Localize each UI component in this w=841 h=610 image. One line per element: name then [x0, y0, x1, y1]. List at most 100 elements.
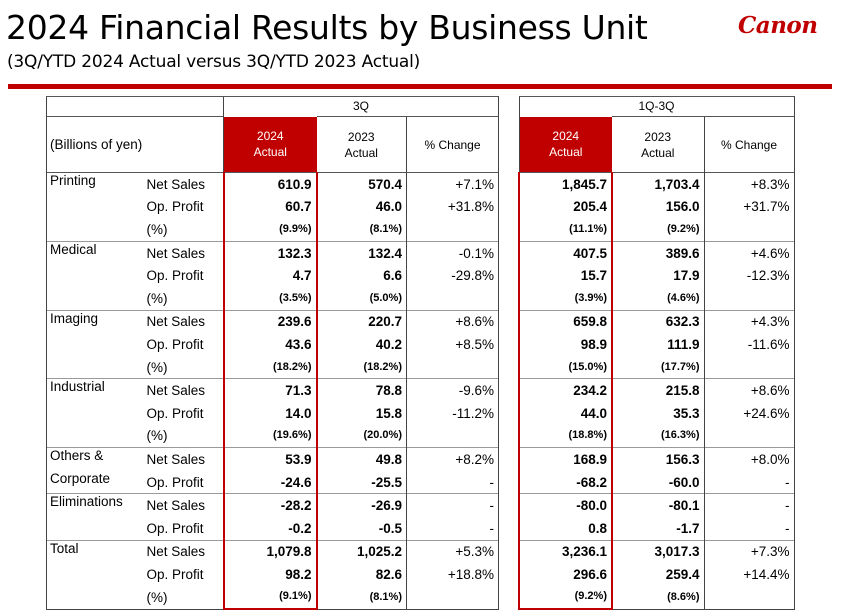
segment-label: Corporate: [46, 470, 144, 494]
value-2023-ytd: 389.6: [612, 240, 704, 265]
value-2024-ytd: (18.8%): [518, 424, 613, 448]
table-row: Imaging Net Sales 239.6 220.7 +8.6%: [46, 309, 499, 334]
value-2023-3q: (8.1%): [369, 222, 402, 235]
value-2023-ytd: -80.1: [612, 493, 704, 517]
table-row: Printing Net Sales 610.9 570.4 +7.1%: [46, 171, 499, 196]
segment-label: [46, 424, 144, 448]
period-header-3q: 3Q: [223, 96, 499, 117]
col-header-2024-year: 2024: [256, 129, 284, 144]
metric-label: Op. Profit: [146, 268, 204, 284]
segment-label: Eliminations: [46, 493, 144, 517]
table-row: Medical Net Sales 132.3 132.4 -0.1%: [46, 240, 499, 265]
segment-label: [46, 195, 144, 219]
change-ytd: +14.4%: [703, 563, 795, 586]
value-2024-3q: 43.6: [222, 333, 318, 356]
segment-label: [46, 563, 144, 586]
value-2024-3q: 4.7: [222, 264, 318, 287]
table-row: 168.9 156.3 +8.0%: [518, 447, 795, 471]
change-3q: [406, 355, 499, 379]
col-header-change: % Change: [406, 116, 499, 173]
metric-label: Op. Profit: [146, 520, 204, 536]
value-2023-3q: 220.7: [316, 309, 407, 334]
change-3q: [406, 218, 499, 242]
value-2023-3q: 78.8: [316, 378, 407, 402]
value-2023-3q: (5.0%): [369, 291, 402, 304]
value-2024-ytd: (9.2%): [518, 585, 613, 610]
value-2024-3q: (9.9%): [222, 218, 318, 242]
table-row: Industrial Net Sales 71.3 78.8 -9.6%: [46, 378, 499, 402]
value-2023-ytd: 215.8: [612, 378, 704, 402]
value-2024-ytd: 1,845.7: [518, 171, 613, 196]
table-row: (%) (18.2%) (18.2%): [46, 355, 499, 379]
period-header-ytd: 1Q-3Q: [518, 96, 795, 117]
value-2024-ytd: -68.2: [518, 470, 613, 494]
table-row: (15.0%) (17.7%): [518, 355, 795, 379]
change-3q: [406, 585, 499, 610]
value-2024-3q: 132.3: [222, 240, 318, 265]
value-2024-3q: -24.6: [222, 470, 318, 494]
header-blank: [46, 96, 144, 117]
change-3q: -: [406, 516, 499, 540]
canon-logo: Canon: [738, 12, 818, 39]
table-row: 1,845.7 1,703.4 +8.3%: [518, 171, 795, 196]
change-ytd: [703, 286, 795, 311]
value-2023-3q: 132.4: [316, 240, 407, 265]
value-2023-3q: (20.0%): [363, 429, 402, 442]
change-ytd: -: [703, 470, 795, 494]
change-3q: +31.8%: [406, 195, 499, 219]
change-ytd: +4.6%: [703, 240, 795, 265]
value-2023-3q: -26.9: [316, 493, 407, 517]
segment-label: [46, 264, 144, 287]
value-2023-ytd: 259.4: [665, 566, 700, 582]
value-2024-ytd: (15.0%): [518, 355, 613, 379]
change-3q: +8.2%: [406, 447, 499, 471]
table-row: Corporate Op. Profit -24.6 -25.5-: [46, 470, 499, 494]
change-3q: [406, 424, 499, 448]
value-2024-ytd: (11.1%): [518, 218, 613, 242]
col-header-2023-sub: Actual: [344, 145, 378, 160]
value-2024-ytd: 205.4: [518, 195, 613, 219]
value-2023-ytd: (16.3%): [660, 429, 700, 442]
metric-label: Op. Profit: [146, 199, 204, 215]
value-2024-ytd: 3,236.1: [518, 539, 613, 564]
col-header-2023-year: 2023: [644, 129, 672, 144]
table-row: Total Net Sales 1,079.8 1,025.2 +5.3%: [46, 539, 499, 564]
table-row: 296.6 259.4 +14.4%: [518, 563, 795, 586]
value-2023-ytd: (8.6%): [612, 585, 704, 610]
metric-label: (%): [146, 290, 168, 306]
change-ytd: +24.6%: [703, 401, 795, 425]
segment-label: Industrial: [46, 378, 144, 402]
segment-label: [46, 286, 144, 311]
value-2024-3q: (9.1%): [222, 585, 318, 610]
change-3q: +18.8%: [406, 563, 499, 586]
table-row: -80.0 -80.1-: [518, 493, 795, 517]
change-3q: -: [406, 493, 499, 517]
table-row: Op. Profit 4.7 6.6 -29.8%: [46, 264, 499, 287]
metric-label: Net Sales: [143, 493, 224, 517]
value-2023-3q: -0.5: [378, 520, 402, 536]
metric-label: Net Sales: [143, 539, 224, 564]
value-2023-3q: (8.1%): [316, 585, 407, 610]
segment-label: [46, 401, 144, 425]
segment-label: [46, 218, 144, 242]
change-ytd: [703, 585, 795, 610]
change-ytd: +31.7%: [703, 195, 795, 219]
metric-label: Op. Profit: [146, 405, 204, 421]
table-row: 98.9 111.9 -11.6%: [518, 333, 795, 356]
change-3q: +8.6%: [406, 309, 499, 334]
value-2024-ytd: 659.8: [518, 309, 613, 334]
metric-label: Net Sales: [143, 378, 224, 402]
table-row: Op. Profit -0.2 -0.5-: [46, 516, 499, 540]
change-ytd: -: [703, 493, 795, 517]
change-3q: -: [406, 470, 499, 494]
value-2024-ytd: 168.9: [518, 447, 613, 471]
change-3q: -9.6%: [406, 378, 499, 402]
value-2023-3q: 82.6: [375, 566, 402, 582]
value-2024-ytd: 98.9: [518, 333, 613, 356]
segment-label: Total: [46, 539, 144, 564]
value-2024-3q: (18.2%): [222, 355, 318, 379]
segment-label: Printing: [46, 171, 144, 196]
table-row: (%) (9.1%) (8.1%): [46, 585, 499, 610]
value-2023-ytd: (9.2%): [667, 222, 700, 235]
change-3q: +8.5%: [406, 333, 499, 356]
